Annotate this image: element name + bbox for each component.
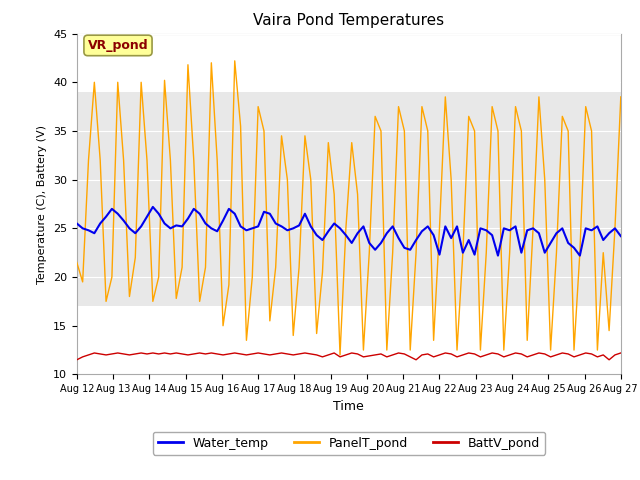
Y-axis label: Temperature (C), Battery (V): Temperature (C), Battery (V) xyxy=(37,124,47,284)
Text: VR_pond: VR_pond xyxy=(88,39,148,52)
Title: Vaira Pond Temperatures: Vaira Pond Temperatures xyxy=(253,13,444,28)
X-axis label: Time: Time xyxy=(333,400,364,413)
Legend: Water_temp, PanelT_pond, BattV_pond: Water_temp, PanelT_pond, BattV_pond xyxy=(152,432,545,455)
Bar xyxy=(77,92,621,306)
